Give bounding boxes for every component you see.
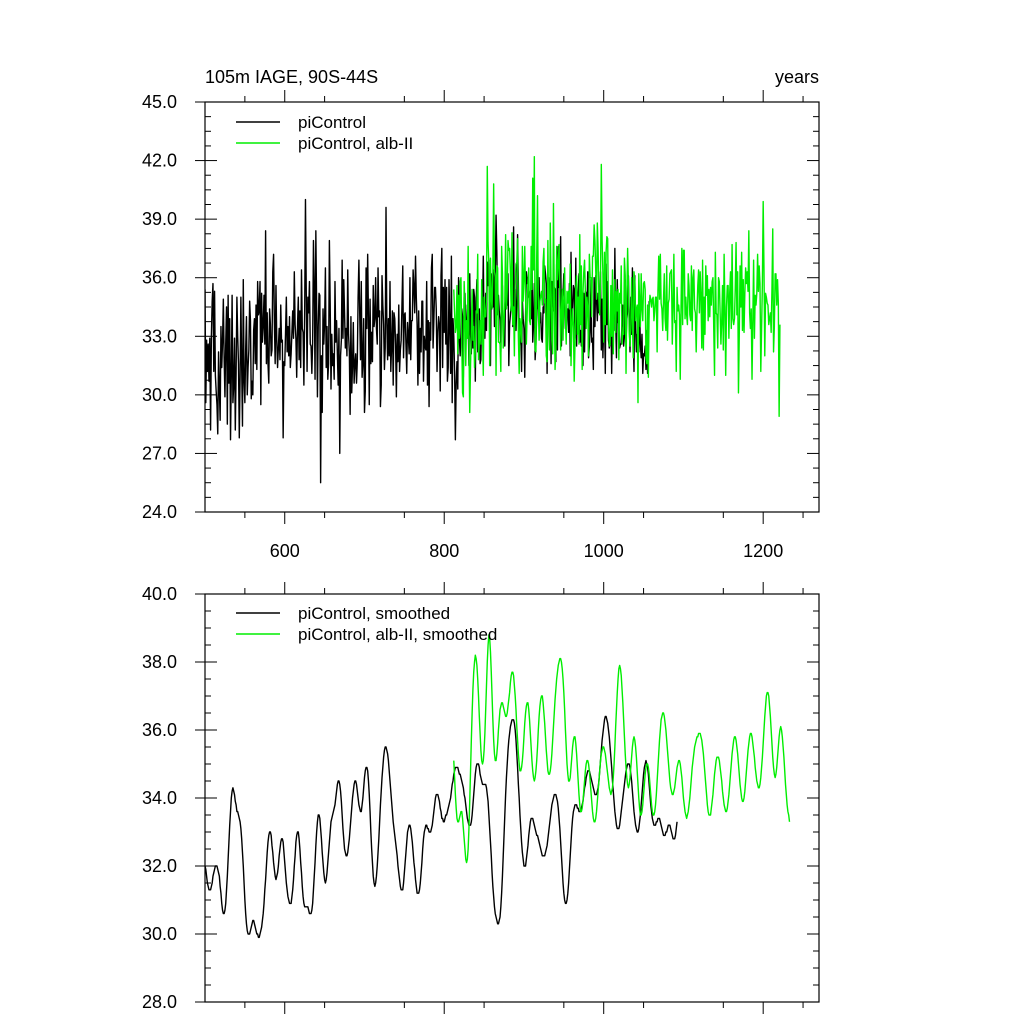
legend-label-picontrol-alb-smoothed: piControl, alb-II, smoothed [298,625,497,644]
bottom-panel-legend: piControl, smoothed piControl, alb-II, s… [236,604,497,644]
legend-label-picontrol: piControl [298,113,366,132]
y-tick-label: 45.0 [142,92,177,112]
top-panel-legend: piControl piControl, alb-II [236,113,413,153]
y-tick-label: 28.0 [142,992,177,1012]
y-tick-label: 40.0 [142,584,177,604]
bottom-panel: 28.0 30.0 32.0 34.0 36.0 38.0 40.0 piControl, … [142,582,820,1014]
top-panel-title-right: years [775,67,819,87]
x-tick-label: 1200 [743,541,783,561]
y-tick-label: 33.0 [142,326,177,346]
legend-label-picontrol-alb: piControl, alb-II [298,134,413,153]
top-panel-series [205,155,781,484]
bottom-panel-series [205,634,791,939]
y-tick-label: 32.0 [142,856,177,876]
y-tick-label: 39.0 [142,209,177,229]
y-tick-label: 24.0 [142,502,177,522]
y-tick-label: 27.0 [142,443,177,463]
series-line-1-1 [453,155,781,418]
x-tick-label: 800 [429,541,459,561]
bottom-panel-ticks: 28.0 30.0 32.0 34.0 36.0 38.0 40.0 [142,582,819,1014]
y-tick-label: 36.0 [142,268,177,288]
y-tick-label: 42.0 [142,151,177,171]
top-panel: 24.0 27.0 30.0 33.0 36.0 39.0 42.0 45.0 600 800 10… [142,67,820,561]
x-tick-label: 600 [270,541,300,561]
top-panel-ticks: 24.0 27.0 30.0 33.0 36.0 39.0 42.0 45.0 600 800 10… [142,90,819,561]
y-tick-label: 38.0 [142,652,177,672]
top-panel-title-left: 105m IAGE, 90S-44S [205,67,378,87]
y-tick-label: 34.0 [142,788,177,808]
y-tick-label: 30.0 [142,385,177,405]
y-tick-label: 36.0 [142,720,177,740]
x-tick-label: 1000 [584,541,624,561]
y-tick-label: 30.0 [142,924,177,944]
legend-label-picontrol-smoothed: piControl, smoothed [298,604,450,623]
series-line-2-1 [453,634,791,864]
